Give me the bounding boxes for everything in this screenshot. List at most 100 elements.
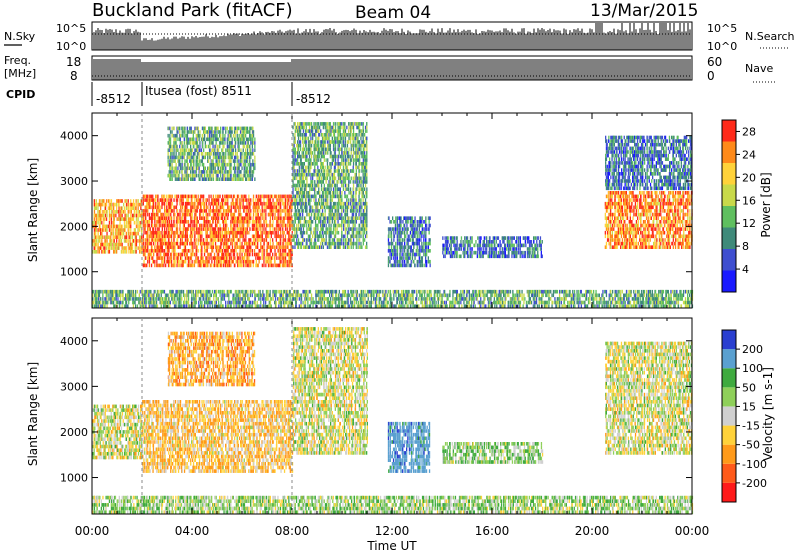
heatmap-cell: [121, 210, 123, 214]
heatmap-cell: [153, 209, 155, 213]
heatmap-cell: [220, 238, 222, 242]
heatmap-cell: [297, 191, 299, 195]
heatmap-cell: [319, 245, 321, 249]
heatmap-cell: [218, 256, 220, 260]
heatmap-cell: [222, 205, 225, 210]
heatmap-cell: [169, 173, 172, 178]
heatmap-cell: [224, 259, 226, 264]
heatmap-cell: [210, 137, 212, 142]
heatmap-cell: [282, 245, 284, 249]
heatmap-cell: [220, 152, 222, 156]
heatmap-cell: [129, 246, 131, 250]
heatmap-cell: [201, 223, 203, 228]
heatmap-cell: [235, 130, 237, 134]
heatmap-cell: [184, 159, 186, 163]
heatmap-cell: [203, 177, 205, 181]
heatmap-cell: [186, 126, 189, 131]
heatmap-cell: [227, 212, 229, 217]
heatmap-cell: [151, 220, 153, 224]
heatmap-cell: [237, 245, 239, 249]
heatmap-cell: [170, 241, 172, 246]
heatmap-cell: [207, 159, 209, 163]
heatmap-cell: [211, 245, 213, 249]
heatmap-cell: [284, 259, 287, 264]
heatmap-cell: [142, 212, 144, 217]
heatmap-cell: [288, 227, 291, 231]
heatmap-cell: [152, 201, 154, 206]
heatmap-cell: [288, 205, 291, 210]
heatmap-cell: [230, 205, 232, 210]
heatmap-cell: [278, 263, 280, 268]
heatmap-cell: [203, 205, 205, 210]
heatmap-cell: [312, 125, 314, 130]
heatmap-cell: [224, 249, 226, 253]
heatmap-cell: [309, 140, 311, 144]
heatmap-cell: [302, 154, 304, 159]
heatmap-cell: [168, 209, 171, 213]
heatmap-cell: [240, 152, 242, 156]
heatmap-cell: [189, 130, 191, 134]
heatmap-cell: [241, 137, 243, 142]
heatmap-cell: [243, 133, 245, 138]
heatmap-cell: [224, 209, 226, 213]
heatmap-cell: [209, 148, 211, 152]
heatmap-cell: [217, 155, 220, 160]
heatmap-cell: [130, 246, 132, 250]
heatmap-cell: [153, 249, 155, 253]
heatmap-cell: [300, 201, 302, 206]
heatmap-cell: [254, 141, 256, 145]
heatmap-cell: [230, 238, 232, 242]
heatmap-cell: [249, 148, 251, 152]
heatmap-cell: [305, 143, 307, 148]
heatmap-cell: [186, 230, 188, 235]
heatmap-cell: [310, 209, 312, 213]
heatmap-cell: [152, 194, 154, 199]
heatmap-cell: [297, 180, 299, 184]
heatmap-cell: [248, 212, 250, 217]
heatmap-cell: [147, 227, 149, 231]
heatmap-cell: [260, 194, 262, 199]
heatmap-cell: [194, 170, 196, 174]
heatmap-cell: [230, 130, 232, 134]
heatmap-cell: [160, 256, 162, 260]
heatmap-cell: [167, 155, 169, 160]
heatmap-cell: [175, 155, 177, 160]
heatmap-cell: [240, 155, 242, 160]
heatmap-cell: [297, 140, 299, 144]
heatmap-cell: [193, 166, 195, 171]
heatmap-cell: [302, 194, 305, 199]
heatmap-cell: [213, 238, 216, 242]
heatmap-cell: [142, 263, 144, 268]
heatmap-cell: [221, 212, 223, 217]
heatmap-cell: [245, 155, 247, 160]
heatmap-cell: [318, 125, 320, 130]
heatmap-cell: [190, 263, 192, 268]
heatmap-cell: [109, 202, 111, 207]
heatmap-cell: [192, 263, 194, 268]
heatmap-cell: [168, 201, 171, 206]
heatmap-cell: [196, 230, 198, 235]
heatmap-cell: [292, 165, 294, 170]
heatmap-cell: [194, 245, 196, 249]
heatmap-cell: [298, 212, 300, 217]
heatmap-cell: [174, 166, 176, 171]
heatmap-cell: [173, 216, 175, 220]
heatmap-cell: [131, 235, 134, 239]
heatmap-cell: [187, 155, 189, 160]
heatmap-cell: [185, 201, 187, 206]
heatmap-cell: [175, 162, 177, 167]
heatmap-cell: [219, 194, 221, 199]
heatmap-cell: [260, 230, 262, 235]
heatmap-cell: [171, 209, 173, 213]
heatmap-cell: [135, 239, 138, 243]
heatmap-cell: [274, 259, 276, 264]
heatmap-cell: [290, 212, 292, 217]
heatmap-cell: [243, 159, 245, 163]
heatmap-cell: [216, 194, 218, 199]
heatmap-cell: [241, 152, 243, 156]
heatmap-cell: [158, 245, 160, 249]
heatmap-cell: [216, 155, 218, 160]
heatmap-cell: [181, 201, 183, 206]
heatmap-cell: [245, 159, 248, 163]
heatmap-cell: [243, 256, 245, 260]
